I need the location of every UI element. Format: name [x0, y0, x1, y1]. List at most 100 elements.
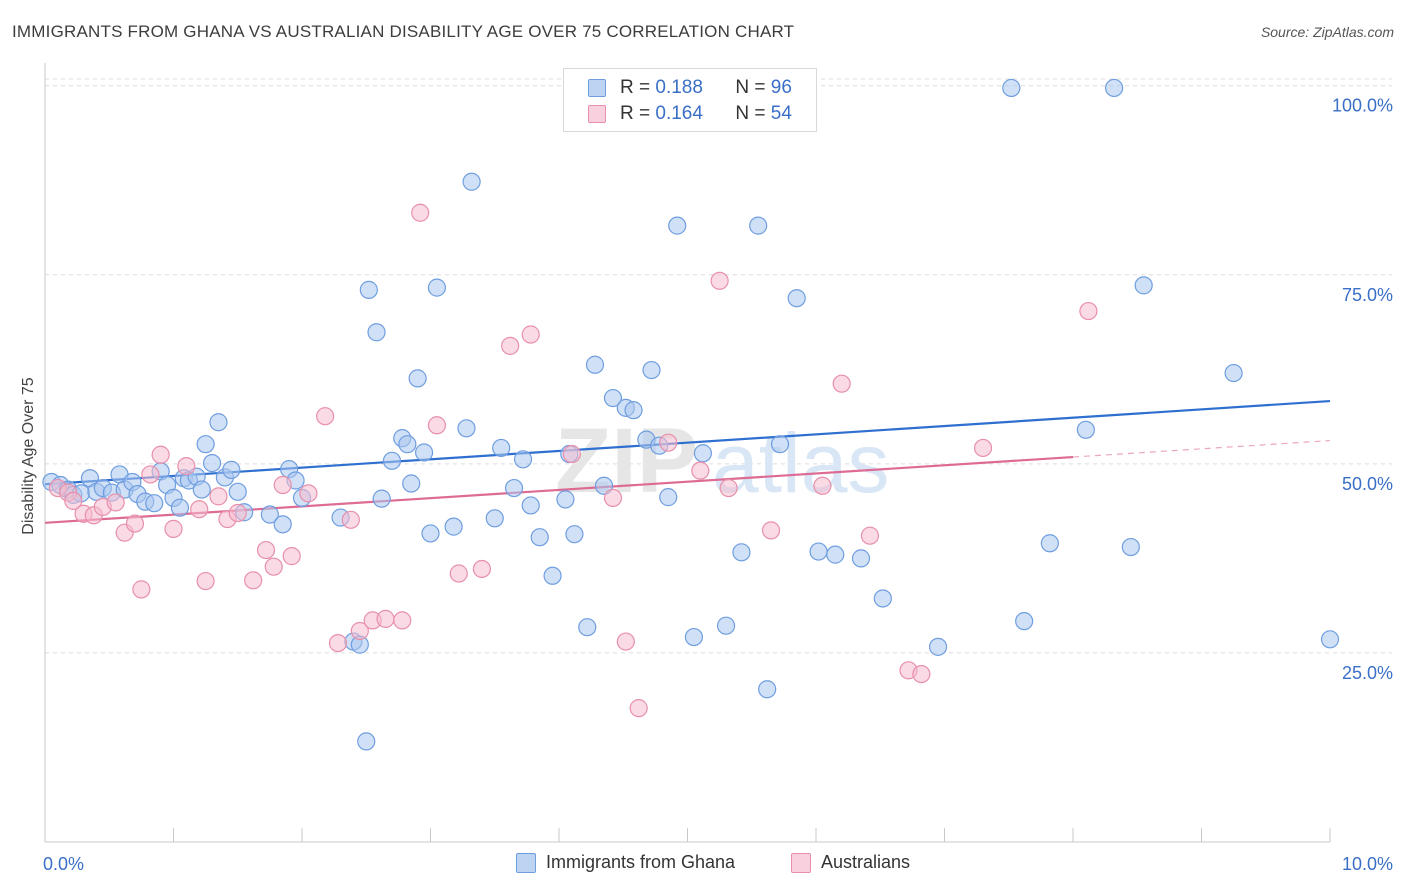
- point-australians-35: [472, 559, 491, 579]
- point-ghana-90: [1076, 420, 1095, 439]
- point-ghana-88: [1015, 612, 1034, 631]
- chart-title: IMMIGRANTS FROM GHANA VS AUSTRALIAN DISA…: [12, 22, 795, 41]
- point-ghana-22: [192, 480, 211, 499]
- points-layer: [42, 78, 1340, 751]
- legend-n-value: 54: [770, 103, 792, 124]
- point-australians-24: [299, 484, 318, 503]
- trendlines: [44, 399, 1331, 524]
- point-ghana-68: [624, 401, 643, 420]
- point-ghana-86: [928, 637, 948, 656]
- point-ghana-87: [1002, 78, 1021, 98]
- point-australians-48: [832, 374, 851, 393]
- point-australians-38: [562, 444, 581, 464]
- point-australians-32: [411, 203, 430, 222]
- point-ghana-64: [585, 355, 605, 374]
- point-ghana-65: [594, 476, 614, 495]
- legend-n-label: N =: [735, 77, 771, 98]
- point-ghana-47: [414, 443, 434, 462]
- y-tick-label-0: 25.0%: [1342, 663, 1393, 683]
- point-australians-9: [132, 580, 151, 599]
- axes-layer: 25.0% 50.0% 75.0% 100.0% 0.0% 10.0%: [43, 63, 1393, 874]
- point-ghana-27: [222, 460, 241, 479]
- point-ghana-41: [372, 489, 391, 508]
- point-australians-10: [141, 465, 160, 484]
- point-ghana-85: [873, 589, 892, 608]
- point-ghana-76: [716, 616, 736, 635]
- point-australians-34: [449, 564, 468, 583]
- point-ghana-84: [851, 549, 871, 568]
- point-australians-36: [501, 336, 520, 355]
- legend-r-label: R =: [620, 77, 656, 98]
- point-ghana-50: [444, 517, 463, 536]
- point-australians-26: [328, 633, 348, 653]
- bottom-legend-swatch-australians: [791, 852, 811, 873]
- bottom-legend-australians: Australians: [791, 852, 910, 873]
- point-australians-22: [273, 475, 292, 495]
- point-ghana-94: [1224, 363, 1243, 383]
- point-ghana-63: [578, 618, 597, 637]
- legend-n-label: N =: [735, 103, 771, 124]
- point-ghana-31: [273, 515, 292, 534]
- point-ghana-24: [202, 453, 222, 473]
- x-tick-label-0: 0.0%: [43, 854, 84, 874]
- point-australians-21: [264, 557, 283, 576]
- point-australians-44: [710, 271, 729, 290]
- point-australians-12: [164, 519, 183, 538]
- point-australians-40: [616, 632, 635, 651]
- point-ghana-45: [402, 474, 421, 493]
- point-ghana-38: [357, 732, 376, 751]
- point-ghana-28: [228, 482, 247, 501]
- point-australians-45: [719, 478, 738, 498]
- point-ghana-93: [1134, 276, 1153, 295]
- point-australians-14: [190, 500, 209, 519]
- point-ghana-80: [770, 435, 790, 454]
- point-ghana-39: [359, 280, 378, 299]
- source-label: Source: ZipAtlas.com: [1260, 24, 1394, 40]
- point-australians-53: [1079, 301, 1098, 321]
- point-ghana-83: [826, 545, 845, 564]
- point-ghana-53: [485, 509, 504, 528]
- point-ghana-73: [668, 216, 687, 235]
- point-australians-6: [106, 493, 125, 512]
- point-australians-13: [177, 457, 196, 476]
- bottom-legend-ghana: Immigrants from Ghana: [516, 852, 735, 873]
- point-australians-46: [761, 521, 781, 540]
- point-australians-18: [228, 503, 247, 523]
- point-ghana-91: [1105, 78, 1124, 98]
- point-ghana-66: [603, 388, 623, 408]
- point-ghana-78: [749, 216, 768, 235]
- point-ghana-95: [1320, 630, 1340, 649]
- point-ghana-60: [556, 490, 575, 509]
- point-ghana-74: [684, 627, 704, 647]
- legend-row-australians: R = 0.164 N = 54: [588, 102, 792, 126]
- point-ghana-57: [521, 496, 540, 515]
- point-australians-30: [376, 609, 395, 628]
- point-ghana-52: [462, 172, 481, 191]
- point-australians-28: [350, 621, 369, 641]
- point-ghana-46: [408, 369, 427, 388]
- point-ghana-30: [260, 505, 279, 524]
- watermark-atlas: atlas: [712, 416, 889, 510]
- legend-swatch-ghana: [588, 79, 606, 97]
- point-ghana-14: [145, 494, 164, 513]
- y-tick-label-3: 100.0%: [1332, 96, 1393, 116]
- y-tick-label-1: 50.0%: [1342, 474, 1393, 494]
- trendline-ghana: [44, 399, 1331, 486]
- stats-legend: R = 0.188 N = 96 R = 0.164 N = 54: [563, 68, 817, 132]
- point-ghana-62: [565, 525, 584, 544]
- point-ghana-56: [513, 450, 533, 469]
- point-ghana-25: [209, 413, 228, 432]
- y-axis-label: Disability Age Over 75: [20, 377, 37, 535]
- x-tick-label-1: 10.0%: [1342, 854, 1393, 874]
- point-ghana-49: [427, 278, 447, 297]
- point-ghana-51: [457, 419, 476, 438]
- point-australians-51: [912, 664, 931, 684]
- point-australians-23: [282, 547, 301, 566]
- legend-r-label: R =: [620, 103, 656, 124]
- legend-r-value: 0.188: [655, 77, 703, 98]
- trendline-australians: [44, 455, 1074, 524]
- point-australians-43: [691, 461, 710, 480]
- bottom-legend-label-ghana: Immigrants from Ghana: [546, 852, 736, 872]
- point-ghana-40: [367, 323, 386, 342]
